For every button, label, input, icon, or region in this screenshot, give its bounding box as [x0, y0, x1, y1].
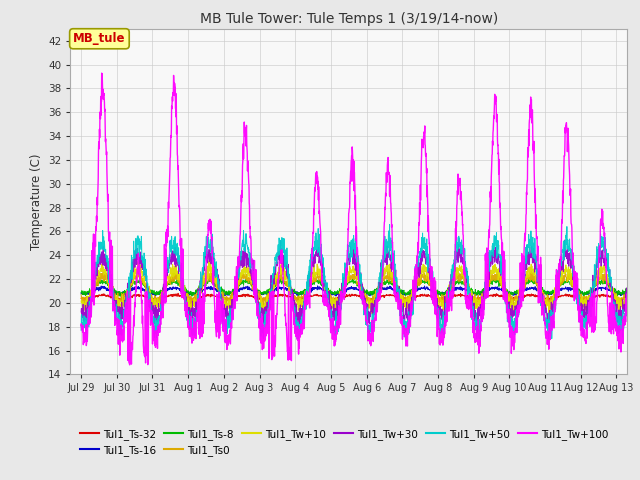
- Title: MB Tule Tower: Tule Temps 1 (3/19/14-now): MB Tule Tower: Tule Temps 1 (3/19/14-now…: [200, 12, 498, 26]
- Legend: Tul1_Ts-32, Tul1_Ts-16, Tul1_Ts-8, Tul1_Ts0, Tul1_Tw+10, Tul1_Tw+30, Tul1_Tw+50,: Tul1_Ts-32, Tul1_Ts-16, Tul1_Ts-8, Tul1_…: [76, 424, 612, 460]
- Text: MB_tule: MB_tule: [73, 32, 125, 45]
- Y-axis label: Temperature (C): Temperature (C): [29, 153, 43, 250]
